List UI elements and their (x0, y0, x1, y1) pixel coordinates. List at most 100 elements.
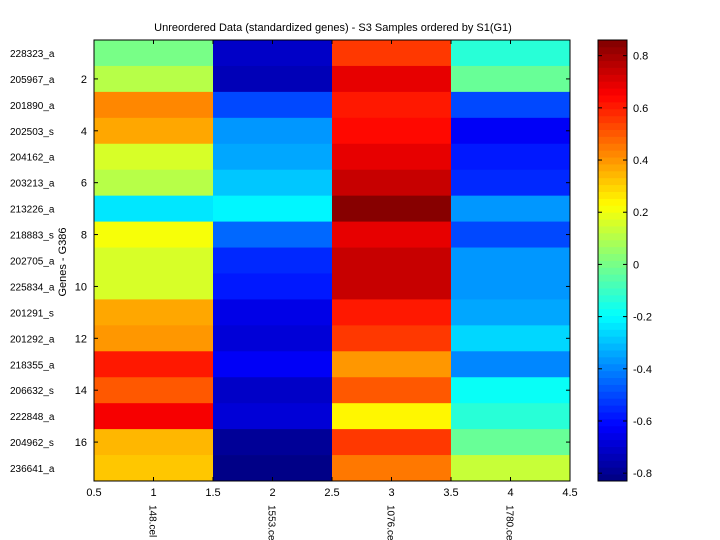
colorbar-band (598, 226, 627, 234)
gene-label: 218883_s (10, 231, 54, 242)
heatmap-cell (213, 195, 333, 222)
y-tick-label: 2 (81, 74, 87, 86)
colorbar-band (598, 432, 627, 441)
sample-label: 1780.cel (504, 505, 515, 540)
colorbar-tick-label: 0.4 (633, 155, 648, 167)
heatmap-cell (213, 91, 333, 119)
heatmap-cell (451, 325, 571, 352)
heatmap-cell (332, 429, 452, 456)
colorbar-band (598, 191, 627, 199)
heatmap-cell (332, 195, 452, 222)
colorbar-band (598, 115, 627, 124)
colorbar-tick-label: -0.4 (633, 364, 652, 376)
colorbar-band (598, 356, 627, 365)
colorbar-band (598, 377, 627, 385)
colorbar-band (598, 425, 627, 434)
heatmap-cell (94, 169, 214, 197)
heatmap-cell (451, 299, 571, 326)
heatmap-cell (94, 195, 214, 222)
heatmap-cell (332, 325, 452, 352)
colorbar-band (598, 219, 627, 227)
gene-label: 228323_a (10, 49, 55, 60)
heatmap-cell (94, 403, 214, 430)
colorbar-band (598, 322, 627, 330)
heatmap-cell (213, 325, 333, 352)
x-tick-label: 4 (507, 487, 513, 499)
heatmap-cell (213, 351, 333, 378)
heatmap-cell (213, 247, 333, 274)
heatmap-cell (94, 299, 214, 326)
colorbar-tick-label: 0.8 (633, 51, 648, 63)
colorbar-band (598, 253, 627, 261)
colorbar-band (598, 184, 627, 192)
y-tick-label: 16 (75, 437, 87, 449)
x-tick-label: 1.5 (205, 487, 220, 499)
gene-label: 236641_a (10, 464, 55, 475)
heatmap-cell (451, 117, 571, 145)
heatmap-cell (451, 169, 571, 197)
heatmap-cell (451, 273, 571, 300)
colorbar-band (598, 418, 627, 427)
gene-label: 201890_a (10, 101, 55, 112)
heatmap-cell (451, 40, 571, 67)
colorbar-band (598, 102, 627, 110)
colorbar-band (598, 294, 627, 303)
x-tick-label: 0.5 (86, 487, 101, 499)
heatmap-cell (213, 299, 333, 326)
gene-label: 222848_a (10, 412, 55, 423)
colorbar-band (598, 198, 627, 206)
colorbar-band (598, 439, 627, 447)
heatmap-cell (332, 299, 452, 326)
heatmap-cell (451, 143, 571, 171)
colorbar-band (598, 288, 627, 296)
colorbar-band (598, 453, 627, 461)
colorbar-band (598, 246, 627, 255)
colorbar-tick-label: 0.6 (633, 103, 648, 115)
colorbar-band (598, 122, 627, 130)
heatmap-cell (94, 351, 214, 378)
colorbar-band (598, 81, 627, 89)
colorbar-band (598, 136, 627, 144)
colorbar-band (598, 60, 627, 68)
heatmap-cell (332, 91, 452, 119)
colorbar (597, 39, 628, 482)
colorbar-band (598, 164, 627, 172)
heatmap-cell (451, 195, 571, 222)
colorbar-band (598, 40, 627, 48)
colorbar-band (598, 329, 627, 337)
x-tick-label: 3 (388, 487, 394, 499)
colorbar-tick-label: 0.2 (633, 207, 648, 219)
heatmap-cell (451, 429, 571, 456)
colorbar-band (598, 150, 627, 158)
colorbar-band (598, 398, 627, 406)
gene-label: 205967_a (10, 75, 55, 86)
heatmap-cell (94, 325, 214, 352)
x-tick-label: 4.5 (562, 487, 577, 499)
sample-label: 1553.cel (266, 505, 277, 540)
gene-label: 204962_s (10, 438, 54, 449)
x-tick-label: 3.5 (443, 487, 458, 499)
heatmap-cell (332, 143, 452, 171)
colorbar-band (598, 343, 627, 351)
heatmap-cell (94, 247, 214, 274)
y-axis-ticks: 2 4 6 8 10 12 14 16 (75, 74, 570, 449)
colorbar-band (598, 46, 627, 55)
heatmap-cell (332, 273, 452, 300)
colorbar-tick-label: -0.2 (633, 312, 652, 324)
heatmap-cells (94, 40, 571, 482)
colorbar-band (598, 129, 627, 137)
y-axis-label: Genes - G386 (57, 227, 69, 296)
colorbar-band (598, 212, 627, 220)
colorbar-band (598, 384, 627, 392)
y-tick-label: 8 (81, 230, 87, 242)
heatmap-cell (213, 273, 333, 300)
heatmap-cell (451, 65, 571, 93)
x-tick-label: 1 (150, 487, 156, 499)
colorbar-band (598, 281, 627, 289)
heatmap-cell (94, 221, 214, 248)
gene-label: 204162_a (10, 153, 55, 164)
gene-label: 213226_a (10, 205, 55, 216)
colorbar-band (598, 260, 627, 268)
heatmap-cell (332, 247, 452, 274)
